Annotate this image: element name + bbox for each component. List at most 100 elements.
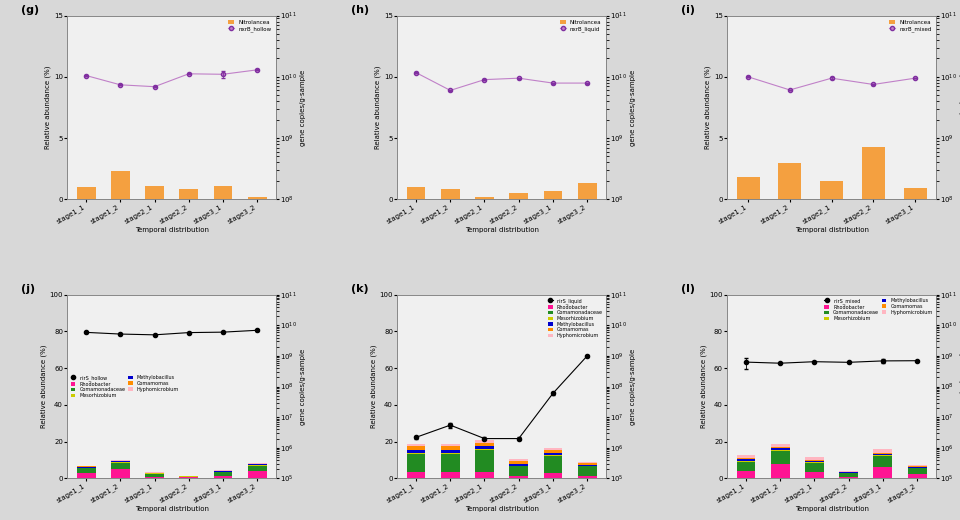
Bar [180,476,198,477]
Bar [180,189,198,199]
Text: (j): (j) [21,284,36,294]
Bar [543,450,563,453]
Bar [578,184,596,199]
Y-axis label: Relative abundance (%): Relative abundance (%) [371,345,376,428]
X-axis label: Temporal distribution: Temporal distribution [134,505,208,512]
Bar [213,186,232,199]
Bar [213,470,232,471]
Bar [771,450,790,451]
Bar [805,461,824,462]
Bar [543,191,563,199]
Bar [475,197,493,199]
Bar [736,177,759,199]
Bar [874,449,892,453]
Bar [874,453,892,456]
Bar [407,472,425,478]
Bar [111,462,130,463]
Legend: nirS_mixed, Rhodobacter, Comamonadaceae, Mesorhizobium, Methylobacillus, Comamom: nirS_mixed, Rhodobacter, Comamonadaceae,… [824,297,933,322]
Bar [77,468,95,469]
Legend: nirS_hollow, Rhodobacter, Comamonadaceae, Mesorhizobium, Methylobacillus, Comamo: nirS_hollow, Rhodobacter, Comamonadaceae… [70,374,180,399]
Text: (i): (i) [682,5,695,15]
Bar [407,444,425,446]
Bar [475,440,493,443]
Y-axis label: gene copies/g·sample: gene copies/g·sample [630,69,636,146]
Bar [441,472,460,478]
Bar [111,463,130,469]
X-axis label: Temporal distribution: Temporal distribution [465,227,539,232]
Bar [248,471,267,478]
Bar [180,477,198,478]
Bar [77,465,95,466]
Bar [475,446,493,449]
Bar [441,450,460,453]
Bar [543,453,563,454]
Bar [578,465,596,466]
Bar [77,469,95,473]
Bar [805,462,824,463]
Bar [736,458,756,459]
Bar [510,466,528,476]
Bar [736,461,756,462]
Bar [578,462,596,463]
Text: (g): (g) [21,5,39,15]
Bar [407,450,425,453]
Text: (h): (h) [351,5,370,15]
Bar [407,187,425,199]
Bar [578,463,596,465]
Legend: nirS_liquid, Rhodobacter, Comamonadaceae, Mesorhizobium, Methylobacillus, Comamo: nirS_liquid, Rhodobacter, Comamonadaceae… [547,297,604,339]
Bar [820,181,843,199]
Bar [839,476,858,478]
Bar [805,472,824,478]
Y-axis label: Relative abundance (%): Relative abundance (%) [705,66,711,149]
Bar [771,464,790,478]
Bar [213,476,232,478]
Bar [213,472,232,476]
Bar [839,471,858,472]
Bar [145,472,164,473]
Legend: Nitrolancea, nxrB_liquid: Nitrolancea, nxrB_liquid [559,18,603,33]
Bar [771,451,790,464]
Legend: Nitrolancea, nxrB_hollow: Nitrolancea, nxrB_hollow [227,18,274,33]
Bar [510,193,528,199]
Y-axis label: Relative abundance (%): Relative abundance (%) [40,345,47,428]
Bar [407,453,425,472]
Bar [543,473,563,478]
Bar [510,476,528,478]
Bar [736,471,756,478]
Bar [771,448,790,450]
Bar [111,171,130,199]
Y-axis label: Relative abundance (%): Relative abundance (%) [45,66,51,149]
Bar [111,460,130,461]
Bar [475,443,493,446]
X-axis label: Temporal distribution: Temporal distribution [465,505,539,512]
Bar [805,463,824,472]
Bar [874,457,892,467]
Bar [248,198,267,199]
Bar [441,189,460,199]
X-axis label: Temporal distribution: Temporal distribution [795,505,869,512]
Bar [543,448,563,450]
Bar [248,465,267,471]
Y-axis label: gene copies/g·sample: gene copies/g·sample [300,348,306,425]
Bar [77,187,95,199]
Bar [908,474,926,478]
Bar [213,471,232,472]
Bar [510,464,528,466]
Bar [805,457,824,460]
Bar [908,465,926,466]
Bar [736,462,756,471]
Bar [908,468,926,469]
Bar [543,454,563,457]
Bar [578,466,596,476]
Bar [839,473,858,476]
Bar [475,449,493,450]
Bar [578,476,596,478]
Bar [805,460,824,461]
Bar [248,464,267,465]
Bar [779,163,802,199]
Text: (l): (l) [682,284,695,294]
Bar [543,457,563,473]
Bar [862,147,885,199]
Bar [903,188,926,199]
Bar [736,454,756,458]
